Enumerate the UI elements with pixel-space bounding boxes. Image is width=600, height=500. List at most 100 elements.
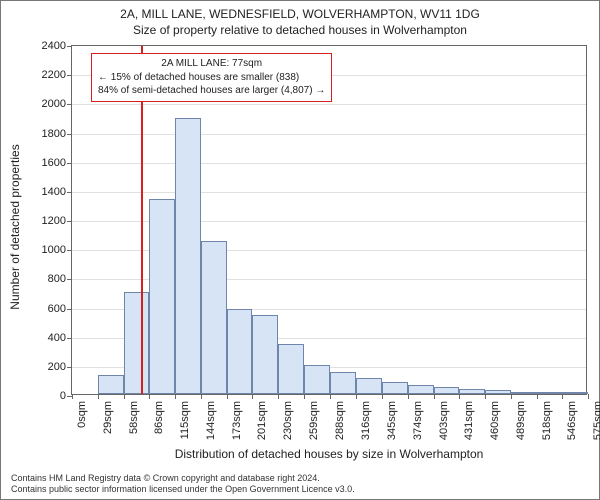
y-tick: [67, 192, 72, 193]
x-tick: [201, 394, 202, 399]
chart-page: 2A, MILL LANE, WEDNESFIELD, WOLVERHAMPTO…: [0, 0, 600, 500]
y-tick: [67, 221, 72, 222]
title-line2: Size of property relative to detached ho…: [1, 23, 599, 37]
x-tick: [330, 394, 331, 399]
histogram-bar: [356, 378, 382, 394]
x-tick-label: 489sqm: [515, 401, 527, 440]
y-tick-label: 1400: [42, 186, 66, 198]
histogram-bar: [149, 199, 175, 394]
grid-line: [72, 134, 586, 135]
x-tick: [227, 394, 228, 399]
x-tick-label: 546sqm: [566, 401, 578, 440]
x-tick-label: 230sqm: [282, 401, 294, 440]
x-tick-label: 518sqm: [541, 401, 553, 440]
annotation-line3: 84% of semi-detached houses are larger (…: [98, 84, 325, 98]
y-tick-label: 600: [48, 303, 66, 315]
histogram-bar: [408, 385, 434, 394]
x-tick: [537, 394, 538, 399]
x-tick: [304, 394, 305, 399]
x-tick-label: 575sqm: [592, 401, 600, 440]
histogram-bar: [227, 309, 252, 394]
attribution-footer: Contains HM Land Registry data © Crown c…: [11, 473, 355, 496]
histogram-bar: [434, 387, 459, 394]
x-tick-label: 115sqm: [179, 401, 191, 439]
x-tick: [149, 394, 150, 399]
x-tick: [588, 394, 589, 399]
x-tick-label: 403sqm: [438, 401, 450, 440]
y-tick: [67, 338, 72, 339]
grid-line: [72, 104, 586, 105]
histogram-bar: [278, 344, 304, 394]
y-tick-label: 0: [60, 390, 66, 402]
y-tick: [67, 134, 72, 135]
y-tick-label: 2400: [42, 40, 66, 52]
histogram-bar: [124, 292, 149, 394]
x-tick-label: 460sqm: [489, 401, 501, 440]
footer-line2: Contains public sector information licen…: [11, 484, 355, 495]
x-tick: [98, 394, 99, 399]
x-tick-label: 173sqm: [231, 401, 243, 440]
y-tick-label: 1800: [42, 128, 66, 140]
histogram-bar: [330, 372, 355, 394]
y-tick-label: 2000: [42, 98, 66, 110]
y-tick-label: 1200: [42, 215, 66, 227]
x-tick: [382, 394, 383, 399]
x-tick: [124, 394, 125, 399]
title-line1: 2A, MILL LANE, WEDNESFIELD, WOLVERHAMPTO…: [1, 7, 599, 21]
histogram-bar: [382, 382, 408, 394]
x-tick-label: 201sqm: [256, 401, 268, 440]
x-tick: [72, 394, 73, 399]
x-tick-label: 345sqm: [386, 401, 398, 440]
x-tick: [511, 394, 512, 399]
x-tick-label: 374sqm: [412, 401, 424, 440]
y-tick-label: 200: [48, 361, 66, 373]
annotation-line1: 2A MILL LANE: 77sqm: [98, 57, 325, 71]
annotation-box: 2A MILL LANE: 77sqm ← 15% of detached ho…: [91, 53, 332, 102]
histogram-bar: [98, 375, 124, 394]
x-tick-label: 431sqm: [463, 401, 475, 440]
x-tick: [356, 394, 357, 399]
annotation-line2: ← 15% of detached houses are smaller (83…: [98, 71, 325, 85]
x-tick-label: 0sqm: [76, 401, 88, 428]
x-tick: [459, 394, 460, 399]
x-tick-label: 259sqm: [308, 401, 320, 440]
histogram-bar: [252, 315, 278, 394]
grid-line: [72, 192, 586, 193]
y-axis-label: Number of detached properties: [8, 52, 22, 402]
y-tick-label: 1600: [42, 157, 66, 169]
footer-line1: Contains HM Land Registry data © Crown c…: [11, 473, 355, 484]
title-block: 2A, MILL LANE, WEDNESFIELD, WOLVERHAMPTO…: [1, 7, 599, 37]
histogram-bar: [485, 390, 511, 394]
x-tick: [278, 394, 279, 399]
x-tick: [562, 394, 563, 399]
y-tick: [67, 104, 72, 105]
histogram-bar: [562, 392, 588, 394]
x-tick-label: 288sqm: [334, 401, 346, 440]
x-tick: [408, 394, 409, 399]
y-tick: [67, 279, 72, 280]
y-tick: [67, 250, 72, 251]
x-axis-label: Distribution of detached houses by size …: [71, 447, 587, 461]
histogram-bar: [511, 392, 537, 394]
x-tick-label: 58sqm: [128, 401, 140, 434]
histogram-bar: [201, 241, 227, 394]
y-tick-label: 2200: [42, 69, 66, 81]
y-tick-label: 800: [48, 273, 66, 285]
x-tick-label: 29sqm: [102, 401, 114, 434]
x-tick: [485, 394, 486, 399]
x-tick-label: 316sqm: [360, 401, 372, 440]
x-tick-label: 86sqm: [153, 401, 165, 434]
x-tick: [252, 394, 253, 399]
histogram-bar: [459, 389, 485, 394]
y-tick: [67, 163, 72, 164]
y-tick: [67, 309, 72, 310]
grid-line: [72, 163, 586, 164]
y-tick: [67, 367, 72, 368]
y-tick-label: 400: [48, 332, 66, 344]
y-tick-label: 1000: [42, 244, 66, 256]
histogram-bar: [304, 365, 330, 394]
x-tick: [175, 394, 176, 399]
y-tick: [67, 75, 72, 76]
histogram-bar: [537, 392, 562, 394]
histogram-bar: [175, 118, 201, 394]
